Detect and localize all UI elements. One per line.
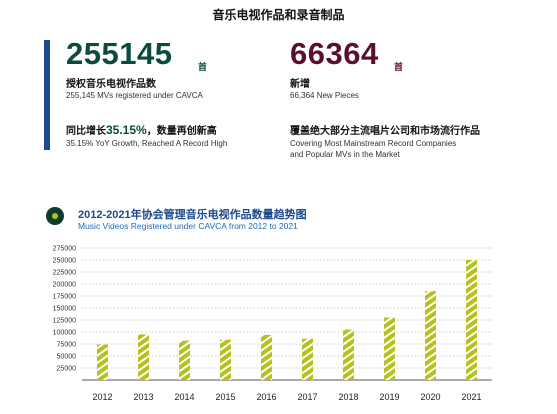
bar [384, 317, 395, 380]
bar-layer [97, 260, 477, 380]
x-tick-label: 2016 [256, 392, 276, 402]
new-pieces-unit: 首 [394, 62, 404, 72]
x-tick-label: 2014 [174, 392, 194, 402]
x-tick-label: 2019 [379, 392, 399, 402]
coverage-title: 覆盖绝大部分主流唱片公司和市场流行作品 [290, 126, 480, 137]
new-pieces-subtitle: 66,364 New Pieces [290, 91, 359, 100]
x-tick-label: 2018 [338, 392, 358, 402]
bar [261, 334, 272, 380]
coverage-subtitle-line2: and Popular MVs in the Market [290, 150, 400, 159]
bar [138, 334, 149, 380]
x-tick-label: 2015 [215, 392, 235, 402]
new-pieces-title: 新增 [290, 79, 310, 90]
x-tick-label: 2021 [461, 392, 481, 402]
y-tick-label: 225000 [53, 270, 76, 277]
y-tick-label: 250000 [53, 258, 76, 265]
x-tick-label: 2020 [420, 392, 440, 402]
bar-chart: 275000 250000 225000 200000 175000 150000 1250… [53, 246, 492, 403]
y-tick-label: 150000 [53, 306, 76, 313]
growth-subtitle: 35.15% YoY Growth, Reached A Record High [66, 139, 228, 148]
growth-prefix: 同比增长 [66, 126, 106, 137]
coverage-subtitle-line1: Covering Most Mainstream Record Companie… [290, 139, 457, 148]
y-tick-label: 125000 [53, 318, 76, 325]
mv-total-number: 255145 [66, 36, 173, 71]
y-tick-label: 50000 [57, 354, 77, 361]
record-disc-icon [46, 207, 64, 225]
new-pieces-number: 66364 [290, 36, 379, 71]
label-layer: 275000 250000 225000 200000 175000 150000 1250… [53, 246, 482, 403]
y-tick-label: 175000 [53, 294, 76, 301]
bar [179, 340, 190, 380]
bar [302, 338, 313, 380]
bar [343, 329, 354, 380]
grid-layer [82, 247, 492, 381]
page-title: 音乐电视作品和录音制品 [212, 8, 345, 22]
bar [220, 339, 231, 380]
chart-subtitle: Music Videos Registered under CAVCA from… [78, 221, 298, 231]
growth-percent: 35.15% [106, 123, 147, 137]
y-tick-label: 275000 [53, 246, 76, 253]
bar [466, 260, 477, 380]
mv-total-subtitle: 255,145 MVs registered under CAVCA [66, 91, 203, 100]
mv-total-unit: 首 [198, 62, 208, 72]
mv-total-title: 授权音乐电视作品数 [66, 79, 156, 90]
x-tick-label: 2013 [133, 392, 153, 402]
x-tick-label: 2012 [92, 392, 112, 402]
chart-title: 2012-2021年协会管理音乐电视作品数量趋势图 [78, 209, 307, 221]
bar [97, 344, 108, 380]
y-tick-label: 75000 [57, 342, 77, 349]
accent-bar [44, 40, 50, 150]
x-tick-label: 2017 [297, 392, 317, 402]
y-tick-label: 25000 [57, 366, 77, 373]
y-tick-label: 200000 [53, 282, 76, 289]
y-tick-label: 100000 [53, 330, 76, 337]
bar [425, 291, 436, 380]
growth-suffix: ，数量再创新高 [146, 126, 217, 137]
growth-title: 同比增长35.15%，数量再创新高 [66, 122, 217, 137]
